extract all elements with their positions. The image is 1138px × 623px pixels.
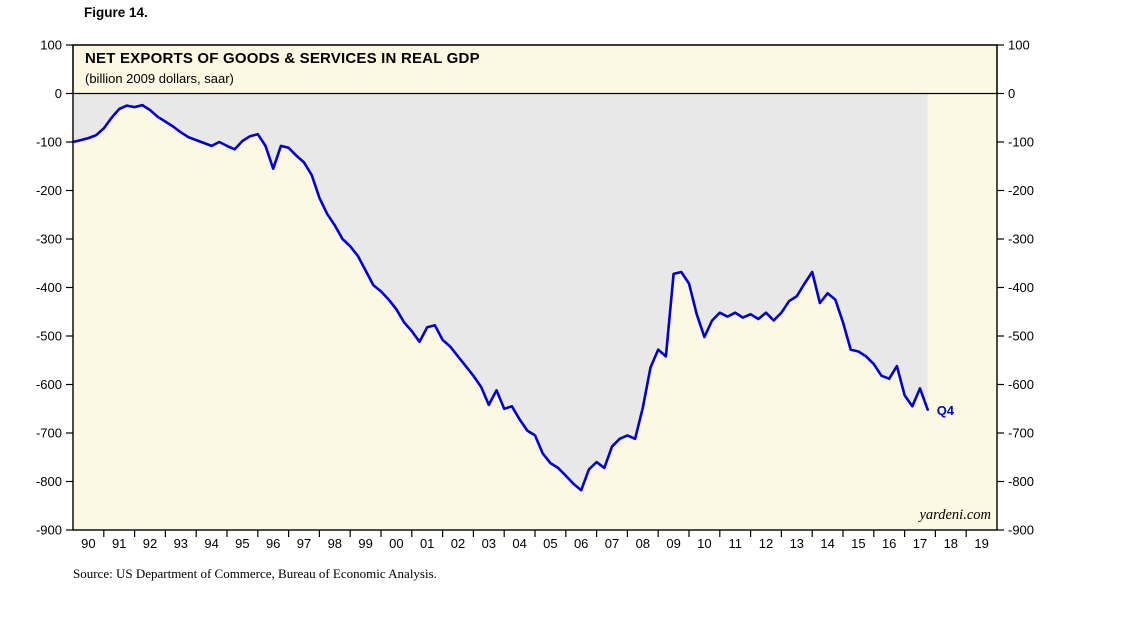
y-axis-label-left: -500 bbox=[36, 329, 62, 344]
x-axis-label: 96 bbox=[266, 536, 280, 551]
figure-label: Figure 14. bbox=[84, 5, 148, 20]
x-axis-label: 99 bbox=[358, 536, 372, 551]
x-axis-label: 19 bbox=[974, 536, 988, 551]
y-axis-label-left: 100 bbox=[40, 38, 62, 53]
x-axis-label: 03 bbox=[482, 536, 496, 551]
x-axis-label: 04 bbox=[512, 536, 526, 551]
y-axis-label-left: -600 bbox=[36, 377, 62, 392]
x-axis-label: 02 bbox=[451, 536, 465, 551]
y-axis-label-left: -200 bbox=[36, 183, 62, 198]
x-axis-label: 11 bbox=[728, 536, 742, 551]
x-axis-label: 18 bbox=[944, 536, 958, 551]
y-axis-label-left: -700 bbox=[36, 426, 62, 441]
y-axis-label-right: 100 bbox=[1008, 38, 1030, 53]
y-axis-label-right: -200 bbox=[1008, 183, 1034, 198]
y-axis-label-left: -300 bbox=[36, 232, 62, 247]
x-axis-label: 06 bbox=[574, 536, 588, 551]
x-axis-label: 10 bbox=[697, 536, 711, 551]
x-axis-label: 12 bbox=[759, 536, 773, 551]
x-axis-label: 97 bbox=[297, 536, 311, 551]
x-axis-label: 93 bbox=[174, 536, 188, 551]
x-axis-label: 98 bbox=[328, 536, 342, 551]
x-axis-label: 00 bbox=[389, 536, 403, 551]
x-axis-label: 09 bbox=[666, 536, 680, 551]
last-point-label: Q4 bbox=[936, 402, 955, 418]
x-axis-label: 07 bbox=[605, 536, 619, 551]
x-axis-label: 01 bbox=[420, 536, 434, 551]
x-axis-label: 14 bbox=[820, 536, 834, 551]
y-axis-label-right: -700 bbox=[1008, 426, 1034, 441]
y-axis-label-right: 0 bbox=[1008, 86, 1015, 101]
chart-title: NET EXPORTS OF GOODS & SERVICES IN REAL … bbox=[85, 50, 480, 67]
y-axis-label-right: -500 bbox=[1008, 329, 1034, 344]
x-axis-label: 95 bbox=[235, 536, 249, 551]
y-axis-label-right: -300 bbox=[1008, 232, 1034, 247]
x-axis-label: 08 bbox=[636, 536, 650, 551]
x-axis-label: 15 bbox=[851, 536, 865, 551]
y-axis-label-left: -900 bbox=[36, 523, 62, 538]
y-axis-label-left: -400 bbox=[36, 280, 62, 295]
y-axis-label-left: 0 bbox=[55, 86, 62, 101]
x-axis-label: 17 bbox=[913, 536, 927, 551]
source-note: Source: US Department of Commerce, Burea… bbox=[73, 566, 437, 581]
y-axis-label-right: -800 bbox=[1008, 474, 1034, 489]
y-axis-label-left: -100 bbox=[36, 135, 62, 150]
x-axis-label: 94 bbox=[204, 536, 218, 551]
x-axis-label: 13 bbox=[790, 536, 804, 551]
x-axis-label: 92 bbox=[143, 536, 157, 551]
chart-subtitle: (billion 2009 dollars, saar) bbox=[85, 71, 234, 86]
x-axis-label: 05 bbox=[543, 536, 557, 551]
y-axis-label-right: -400 bbox=[1008, 280, 1034, 295]
y-axis-label-right: -900 bbox=[1008, 523, 1034, 538]
title-box bbox=[72, 44, 998, 95]
x-axis-label: 90 bbox=[81, 536, 95, 551]
yardeni-watermark: yardeni.com bbox=[919, 507, 991, 523]
deficit-shaded-area bbox=[73, 93, 928, 491]
y-axis-label-right: -100 bbox=[1008, 135, 1034, 150]
x-axis-label: 16 bbox=[882, 536, 896, 551]
y-axis-label-left: -800 bbox=[36, 474, 62, 489]
y-axis-label-right: -600 bbox=[1008, 377, 1034, 392]
net-exports-line bbox=[71, 103, 930, 492]
x-axis-label: 91 bbox=[112, 536, 126, 551]
